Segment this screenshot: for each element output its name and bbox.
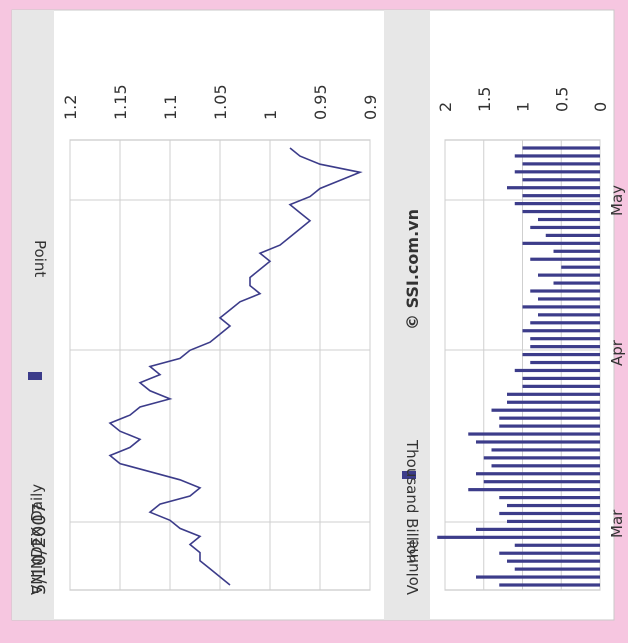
- volume-bar: [522, 146, 600, 150]
- volume-bar: [507, 186, 600, 190]
- volume-bar: [530, 257, 600, 261]
- price-ylabel: Point: [31, 240, 49, 277]
- top-legend-band: [12, 10, 54, 620]
- volume-bar: [530, 321, 600, 325]
- volume-bar: [522, 178, 600, 182]
- volume-bar: [545, 233, 600, 237]
- volume-bar: [491, 464, 600, 468]
- price-legend-label: VNINDEX Daily: [28, 484, 46, 595]
- volume-tick-label: 1.5: [475, 87, 494, 112]
- volume-bar: [514, 567, 600, 571]
- volume-bar: [491, 448, 600, 452]
- volume-bar: [522, 209, 600, 214]
- volume-bar: [499, 551, 600, 555]
- volume-bar: [507, 519, 600, 524]
- volume-tick-label: 0.5: [552, 87, 571, 112]
- volume-bar: [507, 503, 600, 508]
- price-tick-label: 1.1: [161, 95, 180, 120]
- volume-bar: [522, 241, 600, 245]
- volume-bar: [522, 376, 600, 381]
- volume-bar: [499, 416, 600, 420]
- volume-bar: [483, 456, 600, 460]
- volume-bar: [507, 559, 600, 563]
- volume-bar: [514, 368, 600, 373]
- watermark-label: © SSI.com.vn: [403, 209, 422, 330]
- volume-bar: [514, 543, 600, 547]
- volume-tick-label: 0: [591, 102, 610, 112]
- volume-bar: [538, 297, 600, 301]
- volume-bar: [538, 273, 600, 277]
- price-legend-swatch: [28, 372, 42, 380]
- volume-bar: [530, 289, 600, 293]
- volume-bar: [483, 480, 600, 484]
- time-tick-label: Apr: [608, 339, 626, 366]
- volume-bar: [553, 281, 600, 285]
- volume-legend: Volume: [402, 471, 422, 595]
- price-tick-label: 1.05: [211, 84, 230, 120]
- volume-bar: [530, 225, 600, 230]
- volume-bar: [514, 202, 600, 206]
- volume-bar: [530, 345, 600, 349]
- date-label: 5/10/2007: [29, 503, 50, 595]
- volume-bar: [476, 575, 600, 579]
- time-tick-label: Mar: [608, 509, 626, 538]
- volume-bar: [476, 440, 600, 444]
- volume-ylabel: Thousand Billion: [403, 439, 421, 564]
- volume-bar: [491, 408, 600, 412]
- volume-bar: [530, 360, 600, 365]
- volume-bar: [553, 249, 600, 253]
- time-tick-label: May: [608, 185, 626, 216]
- volume-bar: [522, 305, 600, 309]
- volume-legend-swatch: [402, 471, 416, 479]
- price-tick-label: 1.2: [61, 95, 80, 120]
- volume-bar: [499, 424, 600, 428]
- volume-bar: [476, 472, 600, 476]
- volume-bar: [468, 432, 600, 436]
- volume-bar: [522, 352, 600, 357]
- price-tick-label: 1.15: [111, 84, 130, 120]
- volume-bar: [507, 400, 600, 404]
- volume-bar: [538, 313, 600, 317]
- volume-bar: [561, 265, 600, 269]
- price-tick-label: 0.95: [311, 84, 330, 120]
- volume-bar: [530, 337, 600, 341]
- middle-legend-band: [384, 10, 430, 620]
- volume-tick-label: 2: [436, 102, 455, 112]
- volume-bar: [476, 527, 600, 531]
- volume-bar: [507, 392, 600, 396]
- vnindex-series-line: [108, 147, 363, 586]
- volume-bar: [499, 511, 600, 516]
- volume-bar: [514, 154, 600, 158]
- volume-bar: [499, 496, 600, 500]
- volume-bar: [538, 217, 600, 222]
- volume-bar: [514, 170, 600, 174]
- volume-tick-label: 1: [514, 102, 533, 112]
- volume-bar: [522, 384, 600, 388]
- volume-bar: [522, 194, 600, 198]
- volume-bar: [437, 535, 600, 539]
- volume-legend-label: Volume: [404, 539, 422, 595]
- price-tick-label: 1: [261, 110, 280, 120]
- volume-bar: [499, 583, 600, 587]
- volume-bar: [468, 488, 600, 492]
- price-legend: VNINDEX Daily: [28, 372, 46, 595]
- volume-bar: [522, 162, 600, 166]
- volume-bar: [522, 329, 600, 333]
- price-tick-label: 0.9: [361, 95, 380, 120]
